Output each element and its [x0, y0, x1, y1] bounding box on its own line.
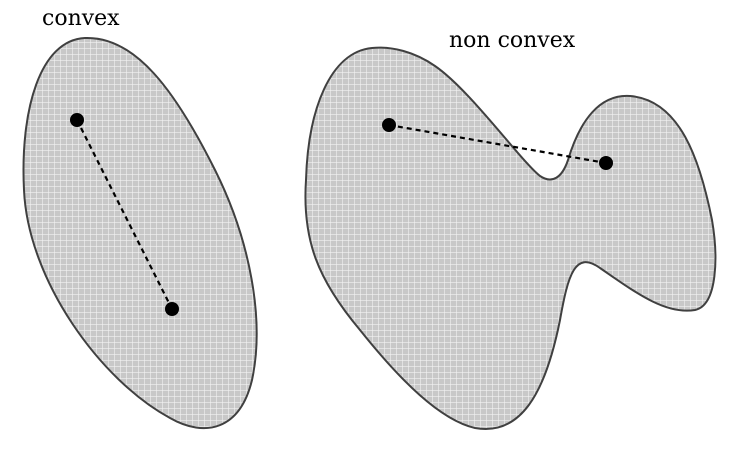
non-convex-segment: [388, 123, 607, 165]
non-convex-shape: [304, 46, 717, 430]
non-convex-point-b: [599, 156, 613, 170]
convex-label: convex: [42, 6, 120, 31]
convex-point-a: [70, 113, 84, 127]
convex-point-b: [165, 302, 179, 316]
non-convex-label: non convex: [449, 28, 576, 53]
non-convex-point-a: [382, 118, 396, 132]
convex-shape: [22, 36, 258, 430]
